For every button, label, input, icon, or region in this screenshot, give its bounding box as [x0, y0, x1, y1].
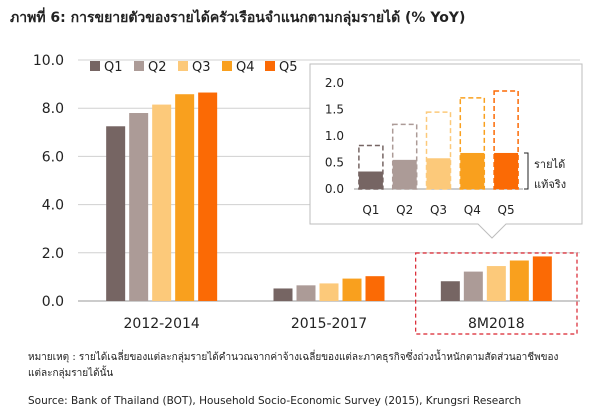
legend-swatch-q3: [178, 61, 188, 71]
bar-q3: [152, 104, 172, 302]
inset-x-tick-label: Q5: [498, 203, 515, 217]
inset-x-tick-label: Q2: [396, 203, 413, 217]
legend-swatch-q1: [90, 61, 100, 71]
bar-q4: [509, 260, 529, 301]
y-tick-label: 8.0: [42, 101, 64, 117]
legend-label: Q2: [148, 60, 167, 75]
x-tick-label: 2015-2017: [291, 316, 367, 332]
inset-y-tick-label: 0.5: [325, 156, 344, 170]
y-tick-label: 0.0: [42, 294, 64, 310]
chart-title: ภาพที่ 6: การขยายตัวของรายได้ครัวเรือนจำ…: [10, 10, 466, 26]
inset-callout-box: [309, 63, 583, 239]
bar-q1: [440, 281, 460, 301]
inset-x-tick-label: Q3: [430, 203, 447, 217]
bar-q5: [365, 276, 385, 301]
chart-note: หมายเหตุ : รายได้เฉลี่ยของแต่ละกลุ่มรายไ…: [28, 352, 559, 379]
bar-q1: [273, 288, 293, 301]
bar-q3: [319, 283, 339, 301]
annotation-bracket: [524, 152, 529, 190]
inset-y-tick-label: 1.0: [325, 129, 344, 143]
inset-bar-outline: [358, 144, 384, 190]
chart-source: Source: Bank of Thailand (BOT), Househol…: [28, 395, 522, 407]
legend-label: Q3: [192, 60, 211, 75]
inset-bar-real: [460, 152, 485, 189]
inset-bar-outline: [493, 90, 519, 190]
y-tick-label: 4.0: [42, 198, 64, 214]
bar-q2: [463, 271, 483, 301]
legend-swatch-q5: [265, 61, 275, 71]
bar-q1: [106, 126, 126, 302]
inset-bar-real: [392, 159, 417, 189]
x-tick-label: 8M2018: [468, 316, 525, 332]
bar-q2: [129, 113, 149, 302]
bar-q2: [296, 285, 316, 301]
inset-bar-real: [426, 158, 451, 189]
legend-label: Q5: [279, 60, 298, 75]
bar-q5: [532, 256, 552, 301]
inset-plot: 0.0 0.5 1.0 1.5 2.0 Q1 Q2 Q3 Q4 Q5 รายได้แท้จริง: [309, 63, 583, 239]
annotation-text: รายได้: [534, 158, 565, 171]
inset-y-tick-label: 2.0: [325, 76, 344, 90]
y-tick-label: 2.0: [42, 246, 64, 262]
main-plot: 0.0 2.0 4.0 6.0 8.0 10.0 2012-2014 2015-2017 8M2…: [33, 53, 580, 335]
legend-swatch-q4: [222, 61, 232, 71]
y-tick-label: 10.0: [33, 53, 64, 69]
inset-bar-outline: [459, 97, 486, 190]
y-tick-label: 6.0: [42, 149, 64, 165]
inset-bar-real: [494, 152, 519, 189]
legend-label: Q4: [236, 60, 255, 75]
inset-bar-real: [358, 171, 383, 189]
inset-x-tick-label: Q4: [464, 203, 481, 217]
x-tick-label: 2012-2014: [124, 316, 200, 332]
bar-q5: [198, 92, 218, 301]
bar-q4: [175, 94, 195, 301]
bar-q4: [342, 278, 362, 301]
inset-y-tick-label: 1.5: [325, 103, 344, 117]
inset-y-tick-label: 0.0: [325, 182, 344, 196]
inset-x-tick-label: Q1: [362, 203, 379, 217]
highlight-box: [415, 252, 578, 335]
annotation-text: แท้จริง: [534, 178, 566, 191]
legend-label: Q1: [104, 60, 123, 75]
bar-q3: [486, 266, 506, 301]
legend-swatch-q2: [134, 61, 144, 71]
